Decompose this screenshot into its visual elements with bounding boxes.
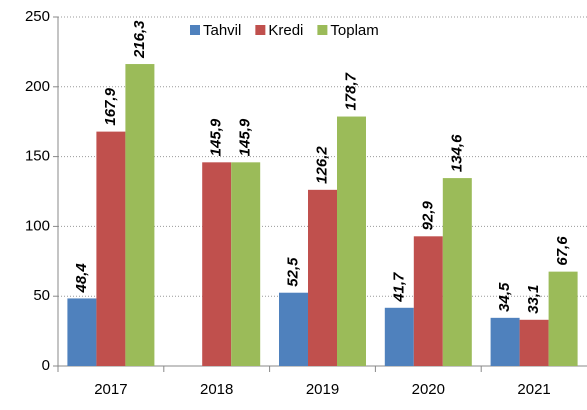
- value-label: 145,9: [208, 118, 225, 156]
- x-tick-label: 2019: [306, 381, 339, 398]
- y-tick-label: 50: [33, 287, 50, 304]
- legend-swatch: [255, 25, 266, 35]
- bar: [442, 178, 472, 366]
- y-tick-label: 250: [25, 8, 50, 25]
- value-label: 41,7: [390, 272, 407, 303]
- value-label: 33,1: [525, 285, 542, 314]
- value-label: 34,5: [496, 282, 513, 312]
- legend-label: Toplam: [330, 22, 378, 39]
- bar: [384, 307, 414, 366]
- bar: [413, 236, 443, 366]
- value-label: 216,3: [131, 20, 148, 59]
- value-label: 126,2: [313, 146, 330, 184]
- legend-label: Tahvil: [203, 22, 241, 39]
- bar: [125, 64, 155, 366]
- legend-label: Kredi: [268, 22, 303, 39]
- bar: [548, 271, 578, 366]
- value-label: 92,9: [419, 200, 436, 230]
- x-tick-label: 2018: [200, 381, 233, 398]
- bar: [202, 162, 232, 366]
- x-tick-label: 2020: [412, 381, 445, 398]
- y-tick-label: 150: [25, 148, 50, 165]
- value-label: 145,9: [237, 118, 254, 156]
- bar: [279, 292, 308, 366]
- value-label: 178,7: [342, 72, 359, 110]
- bar: [519, 319, 549, 366]
- legend-swatch: [190, 25, 200, 35]
- value-label: 67,6: [554, 236, 571, 266]
- y-tick-label: 200: [25, 78, 50, 95]
- bar: [308, 189, 337, 366]
- value-label: 52,5: [284, 257, 301, 287]
- legend-swatch: [317, 25, 328, 35]
- bar: [490, 317, 520, 366]
- value-label: 48,4: [73, 263, 90, 294]
- y-tick-label: 100: [25, 217, 50, 234]
- x-tick-label: 2021: [517, 381, 550, 398]
- value-label: 134,6: [448, 134, 465, 172]
- bar: [231, 162, 261, 366]
- x-tick-label: 2017: [94, 381, 127, 398]
- bar: [96, 131, 126, 366]
- value-label: 167,9: [102, 87, 119, 125]
- y-tick-label: 0: [42, 357, 50, 374]
- bar: [67, 298, 97, 366]
- bar: [337, 116, 366, 367]
